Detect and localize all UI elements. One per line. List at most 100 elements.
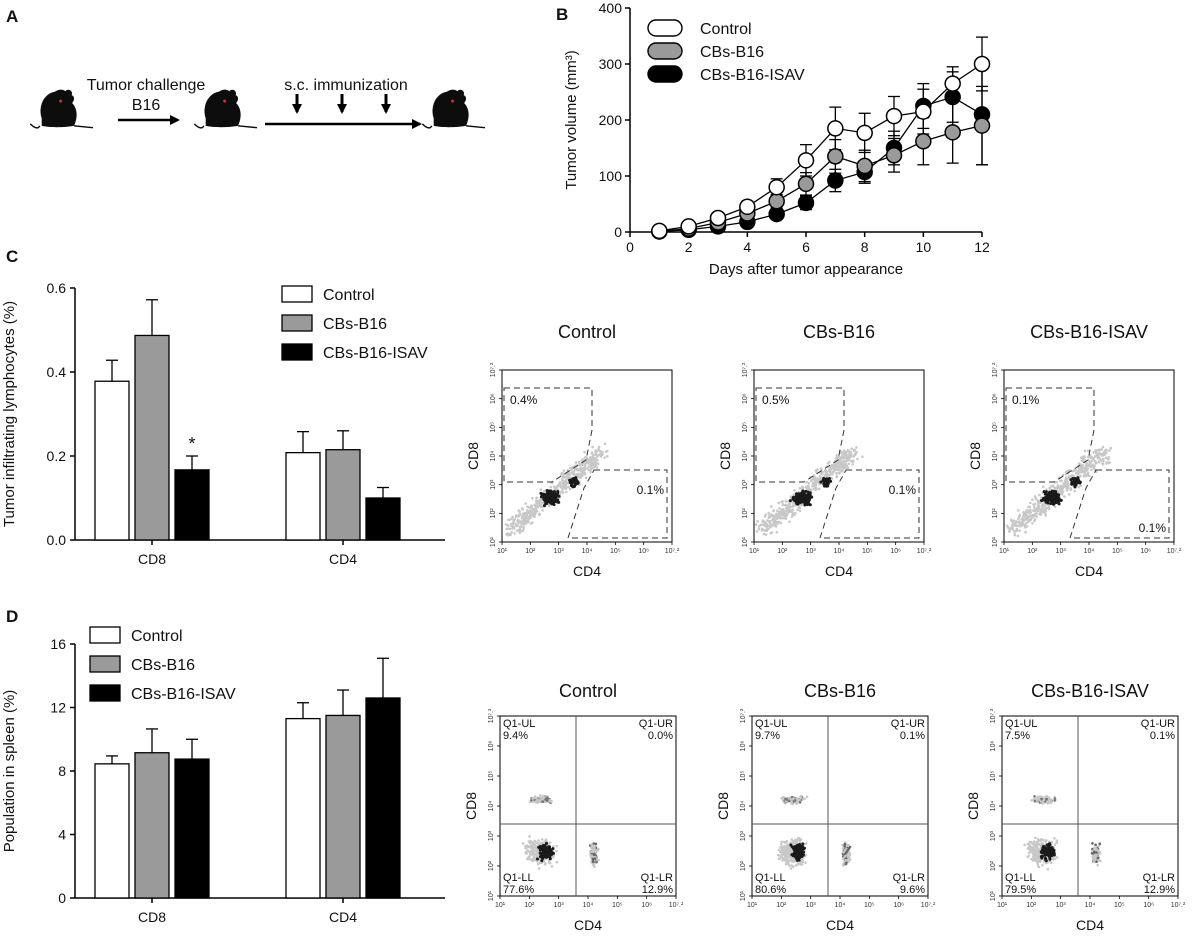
flow-plot-d-CBs-B16-ISAV: CBs-B16-ISAV Q1-UL7.5% Q1-UR0.1% Q1-LL79.5%…	[965, 681, 1186, 933]
flow-event	[804, 861, 807, 864]
flow-event	[765, 528, 768, 531]
flow-event	[760, 527, 764, 531]
x-tick-label: 10¹	[749, 548, 760, 555]
flow-event	[1055, 841, 1059, 845]
flow-event	[539, 488, 543, 491]
flow-event	[775, 509, 779, 512]
flow-event	[835, 475, 839, 479]
legend-swatch-Control	[281, 285, 313, 303]
flow-y-label: CD8	[465, 442, 481, 470]
y-tick-label: 10⁵	[992, 422, 999, 433]
flow-event-dense	[791, 495, 795, 499]
flow-event	[837, 471, 841, 475]
flow-plot-title: Control	[559, 681, 617, 701]
flow-event-dense	[789, 843, 793, 847]
x-tick-label: 10¹	[999, 548, 1010, 555]
flow-event	[835, 471, 838, 475]
flow-event	[1025, 521, 1028, 525]
flow-event	[594, 849, 597, 852]
flow-event	[847, 852, 850, 855]
flow-event	[527, 520, 530, 524]
flow-event	[1030, 850, 1034, 853]
flow-event	[821, 472, 824, 476]
flow-event	[518, 510, 521, 513]
legend-swatch-CBs-B16-ISAV	[647, 65, 683, 83]
flow-event	[1033, 502, 1037, 506]
flow-event	[577, 472, 580, 476]
flow-event	[1091, 464, 1095, 467]
flow-x-label: CD4	[826, 917, 854, 933]
flow-event-dense	[792, 848, 796, 852]
y-tick-label: 200	[599, 112, 623, 128]
flow-event	[790, 510, 794, 514]
flow-event	[1036, 860, 1039, 864]
flow-event	[1094, 848, 1098, 852]
flow-event	[590, 843, 593, 846]
flow-event	[1032, 855, 1035, 859]
flow-event-dense	[535, 857, 539, 861]
x-tick-label: 10⁷.²	[917, 548, 932, 555]
quadrant-pct-lr: 9.6%	[900, 884, 925, 896]
data-point-CBs-B16-ISAV	[797, 194, 815, 212]
flow-event-dense	[1046, 493, 1050, 497]
flow-event	[775, 531, 779, 534]
flow-event	[1053, 797, 1057, 800]
y-tick-label: 10⁵	[488, 771, 495, 782]
flow-event	[790, 858, 794, 862]
flow-event	[527, 856, 530, 859]
flow-event	[841, 857, 845, 860]
flow-event-dense	[796, 857, 800, 861]
flow-event	[1050, 861, 1053, 865]
flow-event-dense	[543, 843, 547, 847]
flow-event	[1059, 488, 1062, 492]
flow-event	[790, 508, 794, 512]
flow-event	[1048, 799, 1051, 803]
flow-event	[782, 840, 786, 844]
flow-event	[561, 487, 565, 490]
flow-event	[1081, 464, 1085, 467]
flow-event	[1108, 449, 1111, 452]
flow-event	[1098, 457, 1102, 460]
y-tick-label: 8	[58, 763, 66, 779]
flow-plot-frame	[751, 715, 929, 897]
data-point-Control	[739, 198, 756, 216]
flow-event	[1014, 524, 1017, 527]
flow-event	[1029, 501, 1032, 505]
flow-event	[598, 449, 601, 452]
flow-event	[1024, 510, 1028, 514]
flow-event	[1061, 473, 1065, 477]
flow-event-dense	[819, 480, 823, 484]
flow-event	[1022, 514, 1025, 518]
flow-event	[1036, 848, 1040, 852]
y-tick-label: 10¹	[488, 890, 495, 901]
x-tick-label: CD4	[329, 551, 357, 567]
flow-event	[1042, 801, 1045, 804]
legend-label: CBs-B16	[700, 44, 764, 61]
flow-event-dense	[553, 490, 557, 494]
flow-event	[520, 516, 524, 520]
flow-event-dense	[1048, 490, 1052, 494]
flow-event	[1036, 797, 1039, 800]
flow-event	[598, 453, 601, 457]
flow-event	[549, 485, 553, 489]
flow-event	[1086, 471, 1090, 474]
flow-gate-cd4	[1069, 469, 1170, 539]
flow-event-dense	[1074, 483, 1078, 487]
flow-event-dense	[1049, 847, 1053, 851]
flow-event	[582, 472, 586, 475]
flow-event	[1097, 460, 1101, 463]
flow-event	[589, 468, 593, 471]
flow-event-dense	[795, 851, 799, 855]
data-point-CBs-B16	[973, 117, 991, 134]
y-tick-label: 10⁵	[742, 422, 749, 433]
flow-event	[544, 838, 548, 842]
x-tick-label: 10³	[806, 548, 817, 555]
flow-event	[767, 511, 771, 515]
flow-event	[1027, 505, 1030, 508]
flow-event	[1101, 462, 1105, 466]
quadrant-name-lr: Q1-LR	[1143, 872, 1175, 884]
flow-event	[846, 848, 850, 852]
flow-event-dense	[1053, 496, 1057, 500]
y-tick-label: 10⁷.²	[488, 708, 495, 723]
flow-event	[1026, 855, 1029, 859]
